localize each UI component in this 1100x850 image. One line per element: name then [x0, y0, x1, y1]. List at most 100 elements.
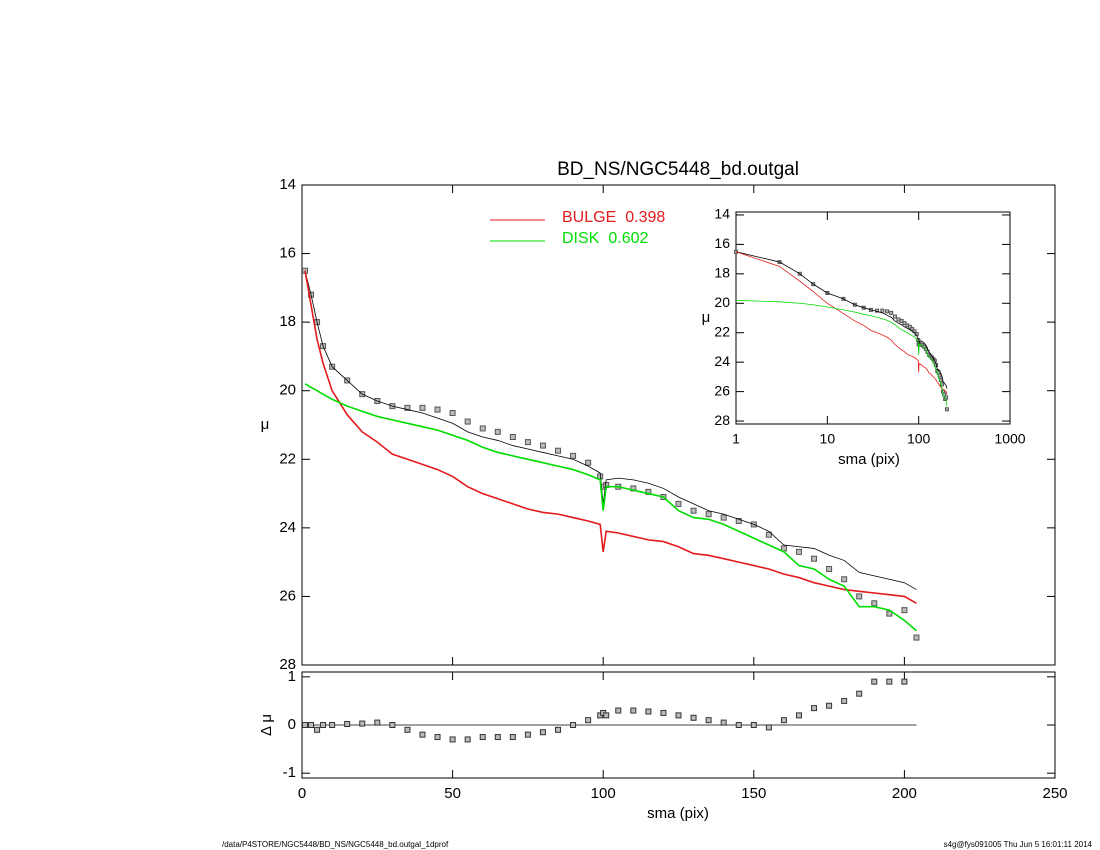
- observed-point: [509, 434, 516, 440]
- observed-point: [826, 566, 833, 572]
- x-tick-label: 1000: [994, 431, 1025, 447]
- residual-point: [479, 734, 486, 741]
- chart-title: BD_NS/NGC5448_bd.outgal: [557, 159, 799, 180]
- residual-point: [329, 722, 336, 728]
- plot-frame: [301, 184, 1056, 666]
- residual-point: [389, 722, 396, 728]
- residual-point: [765, 724, 772, 731]
- x-tick-label: 100: [591, 785, 616, 802]
- residual-point: [449, 736, 456, 743]
- inset-y-axis-label: μ: [702, 309, 711, 326]
- residual-point: [603, 712, 610, 719]
- y-tick-label: -1: [283, 764, 296, 781]
- residual-point: [615, 707, 622, 714]
- observed-point: [555, 447, 562, 454]
- observed-point: [811, 555, 818, 562]
- y-tick-label: 1: [288, 668, 296, 685]
- legend-label: DISK: [562, 230, 600, 247]
- observed-point: [795, 548, 802, 555]
- component-line: [735, 299, 948, 407]
- residual-point: [886, 678, 893, 685]
- y-tick-label: 28: [714, 412, 730, 428]
- observed-point: [570, 452, 577, 459]
- residual-point: [856, 690, 863, 697]
- y-tick-label: 24: [714, 353, 730, 369]
- observed-point: [524, 439, 531, 446]
- observed-point: [856, 593, 863, 600]
- residual-y-axis-label: Δ μ: [258, 714, 275, 736]
- observed-point: [494, 428, 501, 435]
- residual-point: [660, 709, 667, 716]
- observed-point: [735, 518, 742, 524]
- component-line: [304, 270, 917, 604]
- observed-point: [404, 404, 411, 411]
- x-tick-label: 1: [732, 431, 740, 447]
- residual-point: [509, 734, 516, 741]
- y-tick-label: 26: [714, 382, 730, 398]
- residual-point: [374, 719, 381, 726]
- observed-point: [910, 327, 915, 332]
- residual-point: [630, 707, 637, 714]
- residual-point: [464, 736, 471, 743]
- residual-point: [344, 721, 351, 728]
- y-tick-label: 18: [279, 313, 296, 330]
- x-tick-label: 0: [298, 785, 306, 802]
- observed-point: [899, 318, 904, 323]
- observed-point: [675, 500, 682, 507]
- residual-point: [524, 731, 531, 738]
- inset-background: [736, 212, 1010, 424]
- residual-point: [750, 722, 757, 728]
- x-axis-label: sma (pix): [647, 805, 709, 822]
- residual-point: [570, 722, 577, 728]
- residual-point: [404, 726, 411, 733]
- observed-point: [705, 511, 712, 518]
- legend-fraction: 0.602: [608, 230, 648, 247]
- observed-point: [944, 407, 949, 412]
- residual-point: [302, 722, 309, 728]
- residual-point: [841, 697, 848, 704]
- observed-point: [889, 310, 894, 315]
- x-tick-label: 50: [444, 785, 461, 802]
- residual-point: [320, 722, 327, 728]
- observed-point: [944, 395, 949, 400]
- residual-point: [494, 734, 501, 741]
- residual-point: [555, 726, 562, 733]
- observed-point: [902, 321, 907, 326]
- x-tick-label: 200: [892, 785, 917, 802]
- observed-point: [690, 507, 697, 514]
- y-tick-label: 16: [279, 245, 296, 262]
- residual-point: [585, 717, 592, 724]
- observed-point: [419, 404, 426, 411]
- legend-fraction: 0.398: [625, 209, 665, 226]
- observed-point: [765, 531, 772, 538]
- residual-point: [675, 712, 682, 719]
- observed-point: [884, 309, 889, 314]
- observed-point: [780, 545, 787, 552]
- component-line: [304, 383, 917, 632]
- x-tick-label: 100: [907, 431, 931, 447]
- observed-point: [434, 406, 441, 413]
- residual-point: [735, 722, 742, 728]
- y-axis-label: μ: [261, 416, 270, 433]
- observed-point: [449, 410, 456, 416]
- legend-label: BULGE: [562, 209, 616, 226]
- y-tick-label: 18: [714, 265, 730, 281]
- residual-point: [308, 722, 315, 728]
- observed-point: [464, 418, 471, 425]
- observed-point: [539, 442, 546, 449]
- footer-left: /data/P4STORE/NGC5448/BD_NS/NGC5448_bd.o…: [222, 840, 449, 849]
- residual-point: [780, 717, 787, 724]
- residual-point: [359, 720, 366, 727]
- y-tick-label: 20: [714, 294, 730, 310]
- x-tick-label: 250: [1042, 785, 1067, 802]
- plot-frame: [735, 211, 1011, 425]
- observed-point: [880, 308, 885, 313]
- x-tick-label: 150: [741, 785, 766, 802]
- residual-point: [690, 714, 697, 721]
- residual-point: [314, 726, 321, 733]
- y-tick-label: 24: [279, 519, 296, 536]
- y-tick-label: 22: [714, 323, 730, 339]
- residual-point: [811, 705, 818, 712]
- observed-point: [901, 607, 908, 614]
- component-line: [735, 251, 948, 395]
